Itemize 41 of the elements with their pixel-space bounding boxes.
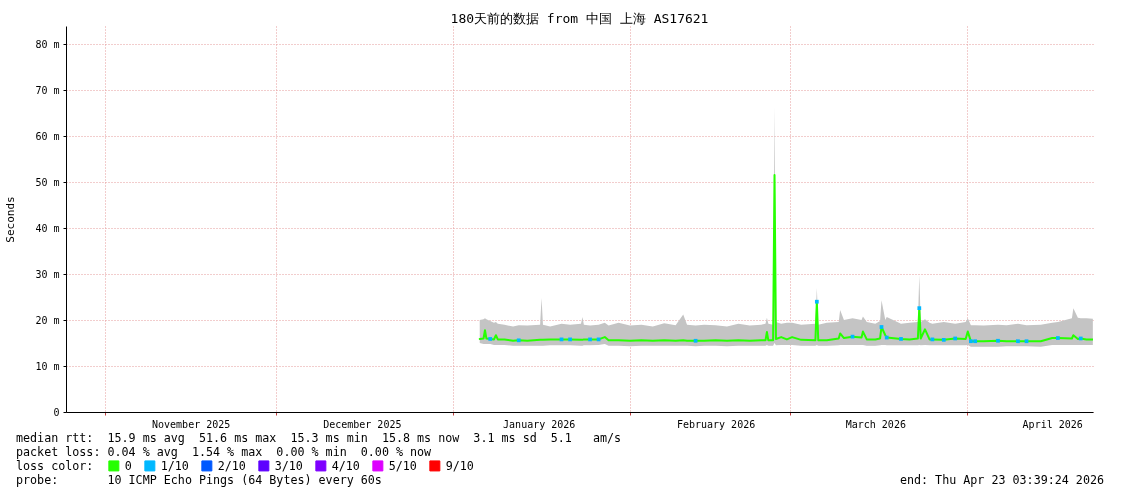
- y-tick-label: 20 m: [35, 314, 60, 326]
- legend-label: 2/10: [217, 458, 246, 473]
- y-tick-label: 50 m: [35, 176, 60, 188]
- point: [1016, 339, 1020, 344]
- legend-title: loss color:: [16, 459, 94, 473]
- x-tick-label: March 2026: [845, 418, 906, 430]
- legend-label: 5/10: [388, 458, 417, 473]
- text: end: Thu Apr 23 03:39:24 2026: [899, 473, 1104, 487]
- y-tick-label: 10 m: [35, 360, 60, 372]
- x-tick-label: February 2026: [676, 418, 756, 430]
- text: median rtt: 15.9 ms avg 51.6 ms max 15.3 ms min 15.8 ms now 3.1 ms sd 5.1 am/s: [16, 431, 622, 445]
- legend-label: 9/10: [445, 458, 474, 473]
- point: [1056, 336, 1060, 340]
- x-tick-label: January 2026: [503, 418, 576, 430]
- point: [814, 299, 819, 304]
- x-tick-label: November 2025: [152, 418, 231, 430]
- x-tick-label: December 2025: [323, 418, 402, 430]
- point: [969, 339, 973, 344]
- legend-label: 4/10: [331, 458, 360, 473]
- y-axis-title: Seconds: [3, 196, 17, 243]
- line-series: [478, 173, 1093, 343]
- y-tick-label: 70 m: [35, 84, 60, 96]
- point: [899, 337, 903, 341]
- point: [488, 337, 493, 341]
- point: [941, 337, 946, 342]
- text: probe: 10 ICMP Echo Pings (64 Bytes) every 60s: [16, 473, 382, 487]
- text: packet loss: 0.04 % avg 1.54 % max 0.00 % min 0.00 % now: [16, 445, 433, 459]
- y-tick-label: 60 m: [35, 130, 60, 142]
- point: [917, 306, 922, 311]
- y-tick-label: 80 m: [35, 38, 60, 50]
- y-tick-label: 40 m: [35, 222, 60, 234]
- legend-label: 0: [124, 458, 132, 473]
- point: [996, 338, 1000, 343]
- y-tick-label: 0: [53, 406, 60, 418]
- point: [516, 338, 521, 343]
- y-tick-label: 30 m: [35, 268, 60, 280]
- x-tick-label: April 2026: [1022, 418, 1083, 430]
- legend-label: 1/10: [160, 458, 189, 473]
- legend-label: 3/10: [274, 458, 303, 473]
- chart-title: 180天前的数据 from 中国 上海 AS17621: [450, 11, 709, 26]
- point: [973, 339, 978, 344]
